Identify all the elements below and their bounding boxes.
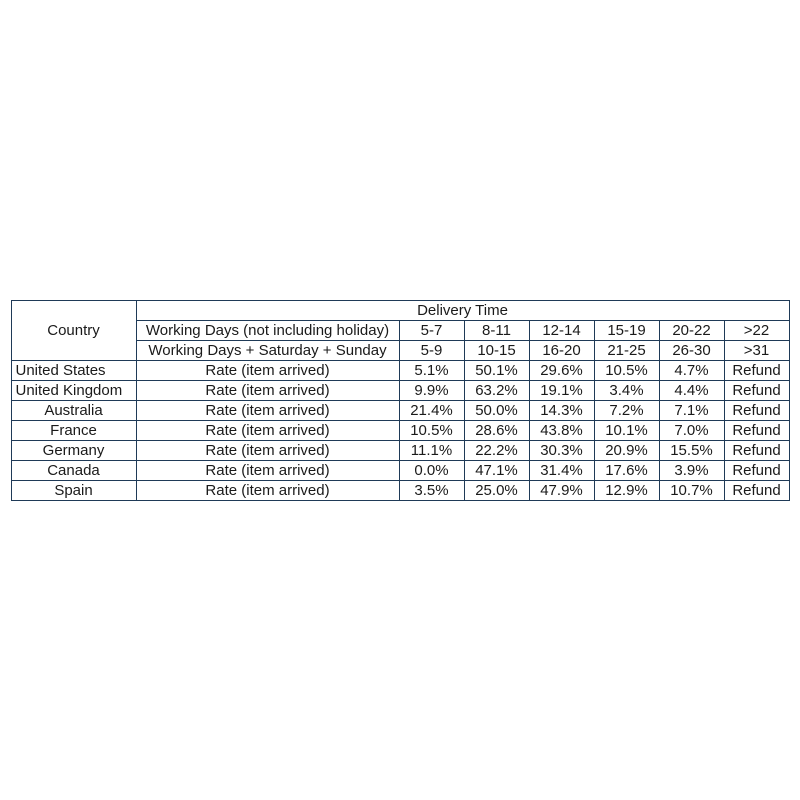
value-cell: 15.5% [659, 440, 724, 460]
table-row: AustraliaRate (item arrived)21.4%50.0%14… [11, 400, 789, 420]
working-days-sat-sun-label: Working Days + Saturday + Sunday [136, 340, 399, 360]
value-cell: 3.5% [399, 480, 464, 500]
value-cell: 3.9% [659, 460, 724, 480]
country-cell: Canada [11, 460, 136, 480]
value-cell: 47.9% [529, 480, 594, 500]
value-cell: 19.1% [529, 380, 594, 400]
rate-label-cell: Rate (item arrived) [136, 480, 399, 500]
value-cell: 5.1% [399, 360, 464, 380]
value-cell: 50.1% [464, 360, 529, 380]
wd-col-1: 8-11 [464, 320, 529, 340]
value-cell: 50.0% [464, 400, 529, 420]
refund-cell: Refund [724, 460, 789, 480]
country-cell: France [11, 420, 136, 440]
delivery-time-table: Country Delivery Time Working Days (not … [11, 300, 790, 501]
rate-label-cell: Rate (item arrived) [136, 460, 399, 480]
wd-col-5: >22 [724, 320, 789, 340]
value-cell: 29.6% [529, 360, 594, 380]
wd-col-0: 5-7 [399, 320, 464, 340]
refund-cell: Refund [724, 360, 789, 380]
refund-cell: Refund [724, 480, 789, 500]
value-cell: 25.0% [464, 480, 529, 500]
wdss-col-1: 10-15 [464, 340, 529, 360]
rate-label-cell: Rate (item arrived) [136, 400, 399, 420]
value-cell: 7.0% [659, 420, 724, 440]
value-cell: 12.9% [594, 480, 659, 500]
value-cell: 30.3% [529, 440, 594, 460]
country-cell: Australia [11, 400, 136, 420]
table-row: CanadaRate (item arrived)0.0%47.1%31.4%1… [11, 460, 789, 480]
rate-label-cell: Rate (item arrived) [136, 440, 399, 460]
value-cell: 10.5% [399, 420, 464, 440]
wdss-col-2: 16-20 [529, 340, 594, 360]
value-cell: 4.7% [659, 360, 724, 380]
value-cell: 9.9% [399, 380, 464, 400]
wd-col-4: 20-22 [659, 320, 724, 340]
value-cell: 63.2% [464, 380, 529, 400]
wdss-col-4: 26-30 [659, 340, 724, 360]
value-cell: 10.7% [659, 480, 724, 500]
value-cell: 14.3% [529, 400, 594, 420]
value-cell: 17.6% [594, 460, 659, 480]
value-cell: 4.4% [659, 380, 724, 400]
wd-col-3: 15-19 [594, 320, 659, 340]
table-row: GermanyRate (item arrived)11.1%22.2%30.3… [11, 440, 789, 460]
value-cell: 21.4% [399, 400, 464, 420]
table-row: SpainRate (item arrived)3.5%25.0%47.9%12… [11, 480, 789, 500]
country-header: Country [11, 300, 136, 360]
refund-cell: Refund [724, 380, 789, 400]
rate-label-cell: Rate (item arrived) [136, 420, 399, 440]
wdss-col-0: 5-9 [399, 340, 464, 360]
rate-label-cell: Rate (item arrived) [136, 360, 399, 380]
country-cell: Spain [11, 480, 136, 500]
wd-col-2: 12-14 [529, 320, 594, 340]
table-row: United StatesRate (item arrived)5.1%50.1… [11, 360, 789, 380]
value-cell: 20.9% [594, 440, 659, 460]
value-cell: 10.1% [594, 420, 659, 440]
value-cell: 7.1% [659, 400, 724, 420]
table-row: FranceRate (item arrived)10.5%28.6%43.8%… [11, 420, 789, 440]
value-cell: 3.4% [594, 380, 659, 400]
value-cell: 43.8% [529, 420, 594, 440]
value-cell: 7.2% [594, 400, 659, 420]
refund-cell: Refund [724, 420, 789, 440]
table-row: United KingdomRate (item arrived)9.9%63.… [11, 380, 789, 400]
value-cell: 28.6% [464, 420, 529, 440]
value-cell: 31.4% [529, 460, 594, 480]
country-cell: United States [11, 360, 136, 380]
header-row-1: Country Delivery Time [11, 300, 789, 320]
value-cell: 0.0% [399, 460, 464, 480]
value-cell: 10.5% [594, 360, 659, 380]
wdss-col-5: >31 [724, 340, 789, 360]
value-cell: 22.2% [464, 440, 529, 460]
delivery-time-header: Delivery Time [136, 300, 789, 320]
wdss-col-3: 21-25 [594, 340, 659, 360]
refund-cell: Refund [724, 400, 789, 420]
value-cell: 11.1% [399, 440, 464, 460]
country-cell: United Kingdom [11, 380, 136, 400]
refund-cell: Refund [724, 440, 789, 460]
value-cell: 47.1% [464, 460, 529, 480]
working-days-label: Working Days (not including holiday) [136, 320, 399, 340]
rate-label-cell: Rate (item arrived) [136, 380, 399, 400]
country-cell: Germany [11, 440, 136, 460]
